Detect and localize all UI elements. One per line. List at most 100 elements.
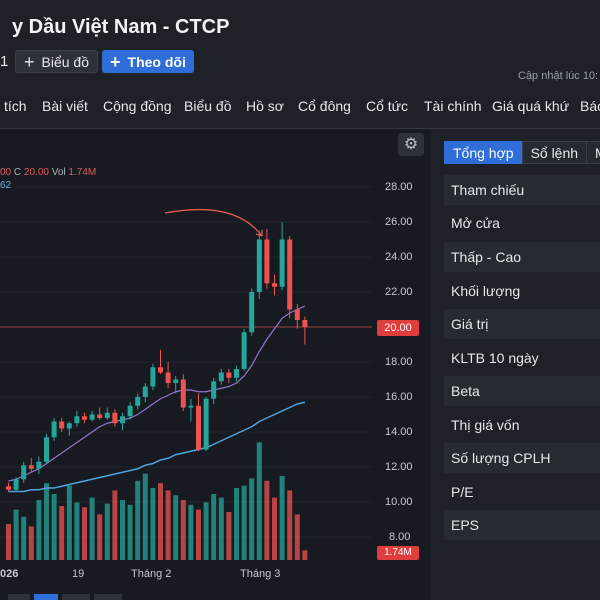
candle-body <box>211 381 217 399</box>
candle-body <box>112 412 118 424</box>
candle-body <box>28 465 34 469</box>
range-button[interactable] <box>8 594 30 600</box>
plus-icon: + <box>24 51 35 72</box>
last-volume-tag: 1.74M <box>377 546 419 560</box>
summary-row-low-high: Thấp - Cao <box>444 242 600 272</box>
volume-bar <box>36 500 42 560</box>
candle-body <box>218 372 224 382</box>
volume-bar <box>13 509 19 560</box>
volume-bar <box>188 504 194 560</box>
summary-row-open: Mở cửa <box>451 215 500 231</box>
summary-row-shares: Số lượng CPLH <box>444 443 600 473</box>
candle-body <box>74 416 80 424</box>
volume-bar <box>234 488 239 560</box>
summary-row-eps: EPS <box>444 510 600 540</box>
nav-item-financials[interactable]: Tài chính <box>424 98 482 114</box>
range-button-active[interactable] <box>34 594 58 600</box>
volume-bar <box>6 524 11 560</box>
range-button[interactable] <box>94 594 122 600</box>
volume-bar <box>21 516 27 560</box>
y-tick-label: 18.00 <box>385 356 413 368</box>
volume-bar <box>211 494 217 560</box>
y-tick-label: 28.00 <box>385 181 413 193</box>
volume-bar <box>28 526 34 560</box>
y-tick-label: 14.00 <box>385 426 413 438</box>
y-tick-label: 12.00 <box>385 461 413 473</box>
chart-panel[interactable] <box>0 129 430 600</box>
candle-body <box>196 405 201 450</box>
range-button[interactable] <box>62 594 90 600</box>
add-chart-label: Biểu đồ <box>41 53 89 70</box>
y-tick-label: 16.00 <box>385 391 413 403</box>
ma-long-line <box>8 401 306 493</box>
candle-body <box>104 412 110 418</box>
add-chart-button[interactable]: + Biểu đồ <box>15 50 98 73</box>
volume-bar <box>158 483 163 560</box>
volume-bar <box>135 480 141 560</box>
nav-item-history[interactable]: Giá quá khứ <box>492 98 570 114</box>
volume-bar <box>264 480 270 560</box>
volume-bar <box>82 507 87 560</box>
candle-body <box>135 397 141 406</box>
summary-tabs: Tổng hợp Sổ lệnh Mu <box>444 141 600 164</box>
x-tick-label: Tháng 3 <box>240 568 281 580</box>
volume-bar <box>196 509 201 560</box>
legend-close-value: 20.00 <box>23 167 49 178</box>
chart-settings-button[interactable]: ⚙ <box>398 133 424 156</box>
follow-label: Theo dõi <box>127 53 186 70</box>
nav-item-reports[interactable]: Báo <box>580 98 600 114</box>
candle-body <box>264 239 270 284</box>
volume-bar <box>256 442 262 560</box>
candle-body <box>249 292 255 333</box>
candle-body <box>302 320 308 327</box>
annotation-arrowhead <box>255 230 263 237</box>
tab-order-book[interactable]: Sổ lệnh <box>521 141 588 164</box>
volume-bar <box>97 514 103 560</box>
legend-ma: 62 <box>0 180 12 191</box>
candle-body <box>158 367 163 373</box>
candle-body <box>6 486 11 490</box>
candle-body <box>287 239 293 310</box>
plus-icon: + <box>110 51 121 72</box>
volume-bar <box>218 497 224 560</box>
candle-body <box>180 379 186 408</box>
x-tick-label: Tháng 2 <box>131 568 172 580</box>
candle-body <box>44 437 49 462</box>
nav-item-shareholders[interactable]: Cổ đông <box>298 98 351 114</box>
follow-button[interactable]: + Theo dõi <box>102 50 194 73</box>
last-price-tag: 20.00 <box>377 320 419 336</box>
nav-item-articles[interactable]: Bài viết <box>42 98 88 114</box>
volume-bar <box>287 490 293 560</box>
candle-body <box>165 372 171 383</box>
candle-body <box>36 461 42 469</box>
nav-item-community[interactable]: Cộng đồng <box>103 98 172 114</box>
tab-summary[interactable]: Tổng hợp <box>444 141 523 164</box>
candle-body <box>294 309 300 320</box>
volume-bar <box>89 497 95 560</box>
nav-item-dividends[interactable]: Cổ tức <box>366 98 409 114</box>
y-tick-label: 10.00 <box>385 496 413 508</box>
summary-row-market-cap: Thị giá vốn <box>451 417 520 433</box>
candle-body <box>89 414 95 420</box>
nav-item-chart[interactable]: Biểu đồ <box>184 98 232 114</box>
stock-nav: tích Bài viết Cộng đồng Biểu đồ Hồ sơ Cổ… <box>0 92 600 122</box>
volume-bar <box>203 502 209 560</box>
volume-bar <box>74 502 80 560</box>
updated-time: Cập nhật lúc 10: <box>518 70 599 82</box>
volume-bar <box>226 512 232 560</box>
price-chart[interactable] <box>0 129 430 600</box>
volume-bar <box>241 485 247 560</box>
nav-item-profile[interactable]: Hồ sơ <box>246 98 284 114</box>
page-title: y Dầu Việt Nam - CTCP <box>12 16 230 38</box>
x-tick-label: 19 <box>72 568 85 580</box>
chart-legend: 00 C 20.00 Vol 1.74M <box>0 167 96 178</box>
stock-code: 1 <box>0 53 9 70</box>
nav-item-analysis[interactable]: tích <box>4 98 27 114</box>
candle-body <box>21 465 27 480</box>
tab-more[interactable]: Mu <box>586 141 600 164</box>
summary-row-beta: Beta <box>444 376 600 406</box>
candle-body <box>66 423 72 429</box>
volume-bar <box>142 473 148 560</box>
volume-bar <box>51 494 57 560</box>
legend-ohlc-prefix: 00 <box>0 167 12 178</box>
